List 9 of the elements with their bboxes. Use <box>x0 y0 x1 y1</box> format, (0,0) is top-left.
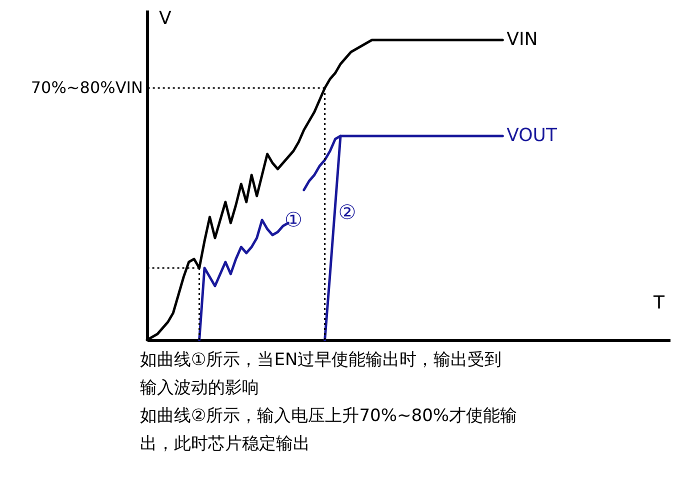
x-axis-title: T <box>652 292 666 314</box>
annotation: ② <box>338 200 356 224</box>
y-axis-title: V <box>159 8 172 29</box>
series-label: VOUT <box>506 125 558 146</box>
text: 如曲线②所示，输入电压上升70%~80%才使能输出，此时芯片稳定输出 <box>140 406 518 454</box>
text: 如曲线①所示，当EN过早使能输出时，输出受到输入波动的影响 <box>140 350 502 398</box>
annotation: ① <box>284 208 302 232</box>
series-label: VIN <box>506 29 538 50</box>
ref-line-label: 70%~80%VIN <box>30 78 143 97</box>
